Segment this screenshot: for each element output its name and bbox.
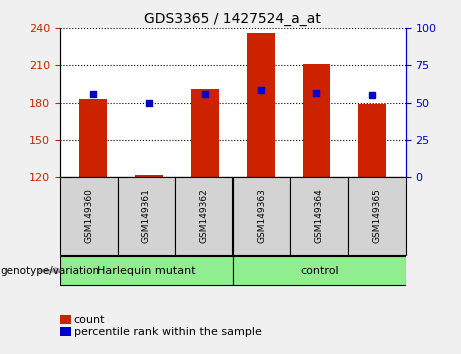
Bar <box>135 175 163 177</box>
Bar <box>233 177 290 255</box>
Text: control: control <box>300 266 338 276</box>
Text: genotype/variation: genotype/variation <box>0 266 99 276</box>
Bar <box>118 177 175 255</box>
Text: GSM149360: GSM149360 <box>84 188 93 244</box>
Bar <box>60 177 118 255</box>
Point <box>257 87 264 93</box>
Text: Harlequin mutant: Harlequin mutant <box>97 266 195 276</box>
Text: GSM149362: GSM149362 <box>200 189 208 243</box>
Point <box>90 91 97 97</box>
Bar <box>175 177 233 255</box>
Bar <box>247 33 275 177</box>
Text: GSM149363: GSM149363 <box>257 188 266 244</box>
Text: percentile rank within the sample: percentile rank within the sample <box>74 327 262 337</box>
Bar <box>302 64 331 177</box>
Text: count: count <box>74 315 105 325</box>
Point <box>313 90 320 96</box>
Bar <box>290 177 348 255</box>
Text: GSM149365: GSM149365 <box>372 188 381 244</box>
Bar <box>60 256 233 285</box>
Title: GDS3365 / 1427524_a_at: GDS3365 / 1427524_a_at <box>144 12 321 26</box>
Point <box>146 100 153 105</box>
Bar <box>233 256 406 285</box>
Bar <box>191 89 219 177</box>
Text: GSM149361: GSM149361 <box>142 188 151 244</box>
Point <box>368 92 376 98</box>
Point <box>201 91 209 97</box>
Text: GSM149364: GSM149364 <box>315 189 324 243</box>
Bar <box>358 104 386 177</box>
Bar <box>348 177 406 255</box>
Bar <box>79 99 107 177</box>
